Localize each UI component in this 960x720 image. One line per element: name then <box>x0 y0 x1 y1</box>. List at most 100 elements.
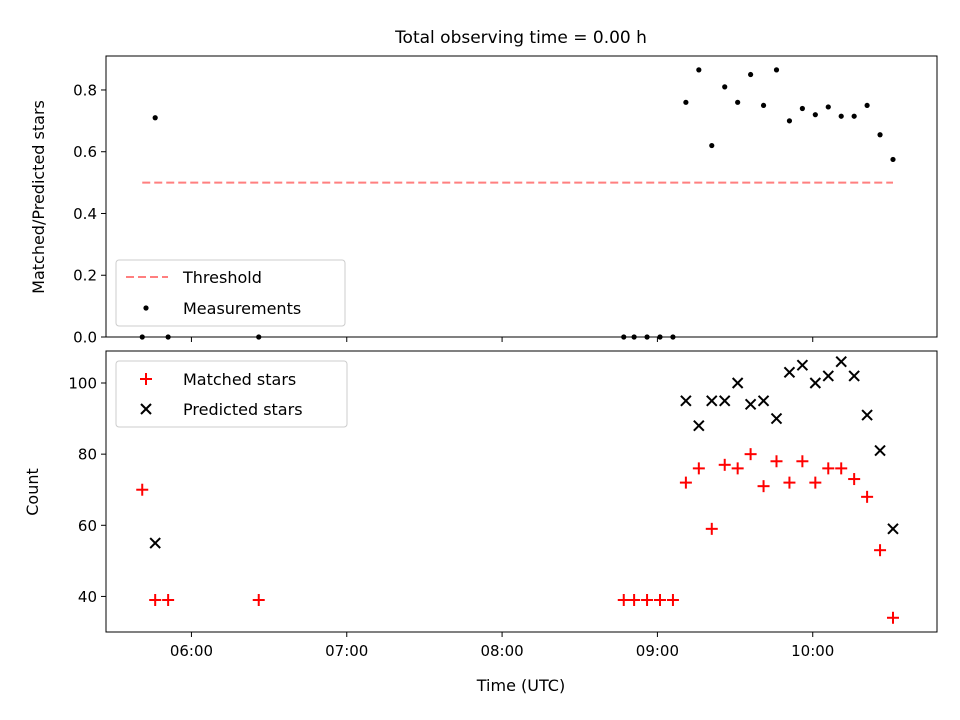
bottom-marks <box>136 355 899 624</box>
y-tick-label: 0.4 <box>73 205 97 223</box>
bottom-legend-box <box>115 360 348 428</box>
measurement-point <box>799 105 805 112</box>
predicted-stars-point <box>770 412 783 425</box>
matched-stars-point <box>744 448 757 461</box>
bottom-legend: Matched stars Predicted stars <box>115 360 348 428</box>
y-tick-label: 0.0 <box>73 329 97 347</box>
legend-threshold-label: Threshold <box>182 268 262 287</box>
bottom-x-ticks: 06:00 07:00 08:00 09:00 10:00 <box>170 632 834 660</box>
predicted-stars-point <box>693 419 705 432</box>
matched-stars-point <box>848 473 861 486</box>
predicted-stars-point <box>783 366 796 379</box>
measurement-point <box>722 84 728 90</box>
legend-measurements-swatch <box>143 305 149 311</box>
top-y-axis-label: Matched/Predicted stars <box>29 100 48 294</box>
predicted-stars-point <box>835 355 847 368</box>
predicted-stars-point <box>719 395 731 407</box>
matched-stars-point <box>617 593 630 606</box>
y-tick-label: 0.2 <box>73 267 97 285</box>
y-tick-label: 0.8 <box>73 81 97 99</box>
measurement-point <box>683 99 689 105</box>
matched-stars-point <box>874 544 887 557</box>
predicted-stars-point <box>848 370 860 382</box>
matched-stars-point <box>666 593 679 606</box>
legend-measurements-label: Measurements <box>183 299 301 318</box>
y-tick-label: 40 <box>78 588 97 606</box>
figure-title: Total observing time = 0.00 h <box>394 28 647 48</box>
measurement-point <box>735 99 741 105</box>
matched-stars-point <box>136 483 149 496</box>
bottom-axes-frame <box>105 350 938 633</box>
predicted-stars-point <box>731 377 744 389</box>
matched-stars-point <box>149 593 162 606</box>
x-tick-label: 09:00 <box>636 642 679 660</box>
y-tick-label: 60 <box>78 517 97 535</box>
matched-stars-point <box>796 455 809 468</box>
measurement-point <box>825 104 831 110</box>
bottom-panel: 40 60 80 100 06:00 07:00 08:00 09:00 10:00 Coun… <box>23 350 938 660</box>
predicted-stars-point <box>757 395 770 407</box>
measurement-point <box>838 113 844 119</box>
predicted-stars-point <box>744 398 757 411</box>
matched-stars-point <box>835 462 848 475</box>
predicted-stars-point <box>680 395 692 407</box>
bottom-y-axis-label: Count <box>23 468 42 516</box>
measurement-point <box>760 102 767 109</box>
matched-stars-point <box>809 476 822 489</box>
predicted-stars-point <box>809 377 822 389</box>
matched-stars-point <box>861 490 874 503</box>
predicted-stars-point <box>887 523 899 535</box>
y-tick-label: 80 <box>78 446 97 464</box>
matched-stars-point <box>705 522 718 535</box>
matched-stars-point <box>783 476 796 489</box>
predicted-stars-point <box>861 409 873 421</box>
bottom-y-ticks: 40 60 80 100 <box>68 375 106 606</box>
matched-stars-point <box>692 462 705 475</box>
top-x-ticks <box>190 337 814 342</box>
measurement-point <box>890 156 896 163</box>
x-tick-label: 07:00 <box>325 642 368 660</box>
measurement-point <box>709 142 715 149</box>
measurement-point <box>851 113 857 119</box>
measurement-point <box>748 71 754 78</box>
predicted-stars-point <box>796 359 809 371</box>
predicted-stars-point <box>874 444 886 457</box>
matched-stars-point <box>641 593 654 606</box>
measurement-point <box>152 115 158 121</box>
x-axis-label: Time (UTC) <box>476 676 565 695</box>
matched-stars-point <box>822 462 835 475</box>
matched-stars-point <box>731 462 744 475</box>
matched-stars-point <box>162 593 175 606</box>
top-y-ticks: 0.0 0.2 0.4 0.6 0.8 <box>73 81 106 347</box>
top-axes-frame <box>105 55 938 338</box>
predicted-stars-point <box>149 537 161 549</box>
x-tick-label: 10:00 <box>791 642 834 660</box>
y-tick-label: 0.6 <box>73 143 97 161</box>
measurement-point <box>812 112 818 118</box>
legend-matched-swatch <box>140 373 152 385</box>
y-tick-label: 100 <box>68 375 97 393</box>
x-tick-label: 08:00 <box>480 642 523 660</box>
legend-matched-label: Matched stars <box>183 370 296 389</box>
x-tick-label: 06:00 <box>170 642 213 660</box>
top-panel: 0.00.20.40.60.8 Matched/Predicted stars … <box>29 55 938 347</box>
top-legend-box <box>115 259 346 327</box>
matched-stars-point <box>628 593 641 606</box>
predicted-stars-point <box>706 395 718 407</box>
matched-stars-point <box>679 476 692 489</box>
measurement-point <box>696 67 702 73</box>
legend-predicted-swatch <box>140 403 152 415</box>
matched-stars-point <box>252 593 265 606</box>
measurement-point <box>786 118 793 124</box>
matched-stars-point <box>654 593 666 606</box>
matched-stars-point <box>770 455 783 468</box>
legend-predicted-label: Predicted stars <box>183 400 303 419</box>
measurement-point <box>864 102 870 109</box>
predicted-stars-point <box>822 370 834 382</box>
measurement-point <box>877 132 883 138</box>
measurement-point <box>773 67 780 73</box>
matched-stars-point <box>718 458 731 471</box>
top-legend: Threshold Measurements <box>115 259 346 327</box>
matched-stars-point <box>886 611 899 624</box>
